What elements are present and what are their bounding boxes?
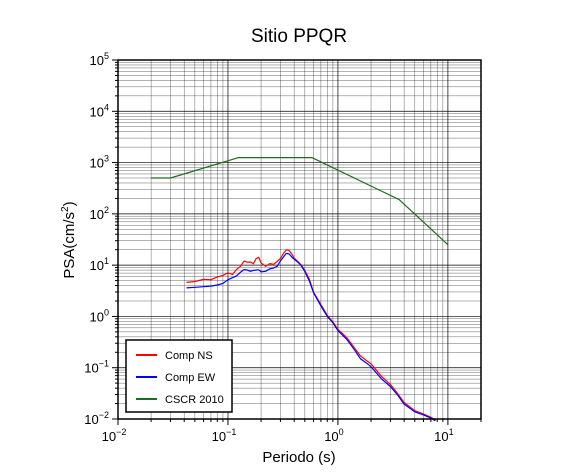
grid	[117, 59, 482, 420]
x-tick-label: 101	[434, 427, 453, 444]
y-axis-label: PSA(cm/s2)	[60, 201, 78, 278]
y-tick-label: 10−1	[84, 359, 109, 376]
legend: Comp NS Comp EW CSCR 2010	[125, 339, 233, 413]
y-axis-label-main: PSA(cm/s	[61, 212, 78, 279]
series-layer	[151, 157, 449, 422]
series-line-comp-ns	[186, 249, 436, 421]
y-axis-label-superscript: 2	[60, 206, 71, 212]
y-tick-label: 104	[90, 102, 109, 119]
x-tick-labels: 10−2 10−1 100 101	[102, 427, 454, 444]
x-axis-label: Periodo (s)	[262, 449, 335, 466]
legend-label-comp-ew: Comp EW	[165, 372, 216, 384]
y-tick-label: 10−2	[84, 410, 109, 427]
x-tick-label: 10−2	[102, 427, 127, 444]
plot-frame	[117, 59, 482, 420]
legend-label-cscr-2010: CSCR 2010	[165, 394, 224, 406]
y-tick-label: 102	[90, 205, 109, 222]
x-tick-label: 10−1	[212, 427, 237, 444]
y-tick-label: 105	[90, 51, 109, 68]
legend-label-comp-ns: Comp NS	[165, 350, 213, 362]
y-axis-label-end: )	[61, 201, 78, 206]
tick-marks	[112, 59, 482, 425]
x-tick-label: 100	[324, 427, 343, 444]
chart-title: Sitio PPQR	[251, 26, 347, 47]
series-line-cscr-2010	[151, 157, 449, 246]
y-tick-label: 103	[90, 154, 109, 171]
y-tick-label: 101	[90, 256, 109, 273]
series-line-comp-ew	[186, 252, 436, 422]
y-tick-label: 100	[90, 307, 109, 324]
y-tick-labels: 10−2 10−1 100 101 102 103 104 105	[84, 51, 109, 427]
